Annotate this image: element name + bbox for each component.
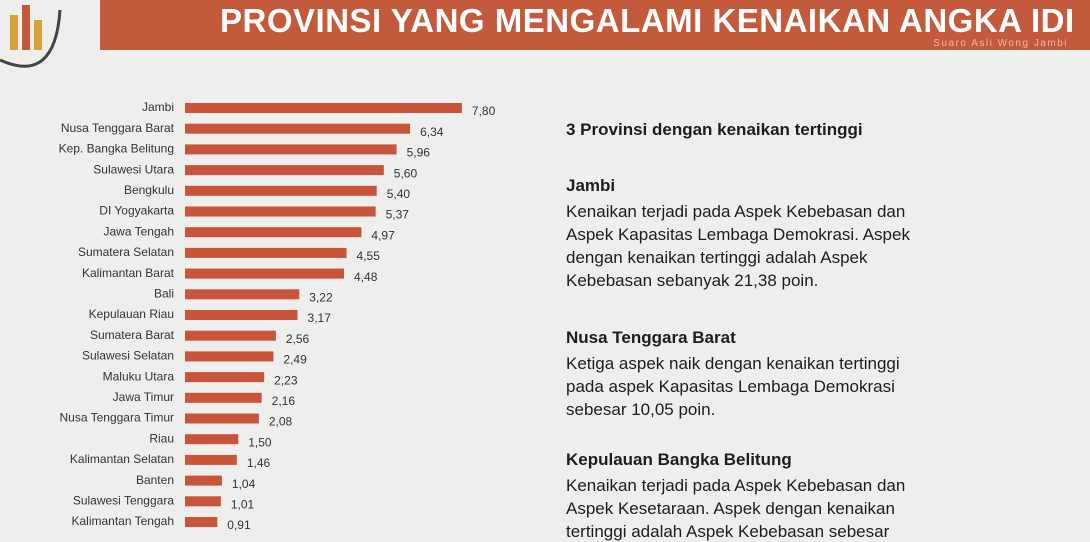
value-label: 1,01	[231, 497, 255, 511]
section-line: Kenaikan terjadi pada Aspek Kebebasan da…	[566, 476, 906, 495]
category-label: Sulawesi Utara	[93, 162, 174, 176]
section-line: Ketiga aspek naik dengan kenaikan tertin…	[566, 354, 900, 373]
bar	[185, 413, 259, 424]
category-label: Maluku Utara	[103, 369, 175, 383]
category-label: Sumatera Selatan	[78, 245, 174, 259]
value-label: 3,17	[308, 311, 332, 325]
section-line: dengan kenaikan tertinggi adalah Aspek	[566, 248, 868, 267]
bar	[185, 103, 462, 113]
value-label: 2,08	[269, 415, 293, 429]
logo-icon	[0, 5, 62, 68]
value-label: 4,55	[357, 249, 381, 263]
value-label: 5,60	[394, 166, 418, 180]
logo-bar	[34, 20, 42, 50]
category-label: Kalimantan Barat	[82, 266, 175, 280]
category-label: Sumatera Barat	[90, 328, 175, 342]
bar	[185, 289, 300, 300]
value-label: 2,56	[286, 332, 310, 346]
value-label: 6,34	[420, 125, 444, 139]
bar	[185, 496, 221, 507]
bar	[185, 185, 377, 196]
bar	[185, 517, 218, 527]
bar	[185, 372, 265, 383]
value-label: 5,40	[387, 187, 411, 201]
section-line: Kebebasan sebanyak 21,38 poin.	[566, 271, 819, 290]
header-banner: PROVINSI YANG MENGALAMI KENAIKAN ANGKA I…	[100, 0, 1090, 50]
bar	[185, 392, 262, 403]
logo-bar	[22, 5, 30, 50]
value-label: 5,37	[386, 208, 410, 222]
chart: Jambi 7,80 Nusa Tenggara Barat 6,34 Kep. Ban…	[59, 100, 496, 532]
category-label: DI Yogyakarta	[99, 204, 174, 218]
bar	[185, 330, 276, 341]
bar	[185, 268, 345, 279]
bar	[185, 247, 347, 258]
value-label: 2,49	[283, 353, 307, 367]
logo-arc	[0, 9, 62, 68]
logo-bar	[10, 15, 18, 50]
category-label: Nusa Tenggara Timur	[59, 411, 174, 425]
section-title: Kepulauan Bangka Belitung	[566, 450, 792, 469]
value-label: 1,46	[247, 456, 271, 470]
summary-heading: 3 Provinsi dengan kenaikan tertinggi	[566, 120, 863, 139]
value-label: 2,16	[272, 394, 296, 408]
bar	[185, 144, 397, 155]
category-label: Riau	[149, 431, 174, 445]
category-label: Kalimantan Selatan	[70, 452, 174, 466]
slide-title: PROVINSI YANG MENGALAMI KENAIKAN ANGKA I…	[220, 2, 1075, 39]
section-title: Jambi	[566, 176, 616, 195]
bar	[185, 123, 411, 134]
category-label: Jawa Tengah	[104, 224, 175, 238]
category-label: Bali	[154, 286, 174, 300]
category-label: Sulawesi Selatan	[82, 349, 174, 363]
value-label: 2,23	[274, 373, 298, 387]
section-line: tertinggi adalah Aspek Kebebasan sebesar	[566, 522, 890, 541]
section-line: Aspek Kesetaraan. Aspek dengan kenaikan	[566, 499, 895, 518]
bar	[185, 206, 376, 217]
bar	[185, 434, 239, 445]
category-label: Kalimantan Tengah	[71, 514, 174, 528]
value-label: 7,80	[472, 104, 496, 118]
category-label: Kepulauan Riau	[89, 307, 174, 321]
bar	[185, 165, 384, 176]
value-label: 5,96	[407, 146, 431, 160]
value-label: 4,97	[371, 228, 395, 242]
category-label: Kep. Bangka Belitung	[59, 142, 174, 156]
section-line: Aspek Kapasitas Lembaga Demokrasi. Aspek	[566, 225, 910, 244]
category-label: Jambi	[142, 100, 174, 114]
category-label: Bengkulu	[124, 183, 174, 197]
tagline: Suaro Asli Wong Jambi	[933, 38, 1068, 49]
value-label: 0,91	[227, 518, 251, 532]
category-label: Sulawesi Tenggara	[73, 493, 175, 507]
bar	[185, 227, 362, 238]
section-title: Nusa Tenggara Barat	[566, 328, 736, 347]
section-line: sebesar 10,05 poin.	[566, 400, 716, 419]
value-label: 4,48	[354, 270, 378, 284]
section-line: pada aspek Kapasitas Lembaga Demokrasi	[566, 377, 895, 396]
category-label: Banten	[136, 473, 174, 487]
value-label: 3,22	[309, 290, 333, 304]
category-label: Nusa Tenggara Barat	[61, 121, 175, 135]
bar	[185, 351, 274, 362]
value-label: 1,04	[232, 477, 256, 491]
value-label: 1,50	[248, 435, 272, 449]
section-line: Kenaikan terjadi pada Aspek Kebebasan da…	[566, 202, 906, 221]
bar	[185, 475, 222, 486]
bar	[185, 310, 298, 320]
category-label: Jawa Timur	[113, 390, 174, 404]
bar	[185, 454, 237, 465]
